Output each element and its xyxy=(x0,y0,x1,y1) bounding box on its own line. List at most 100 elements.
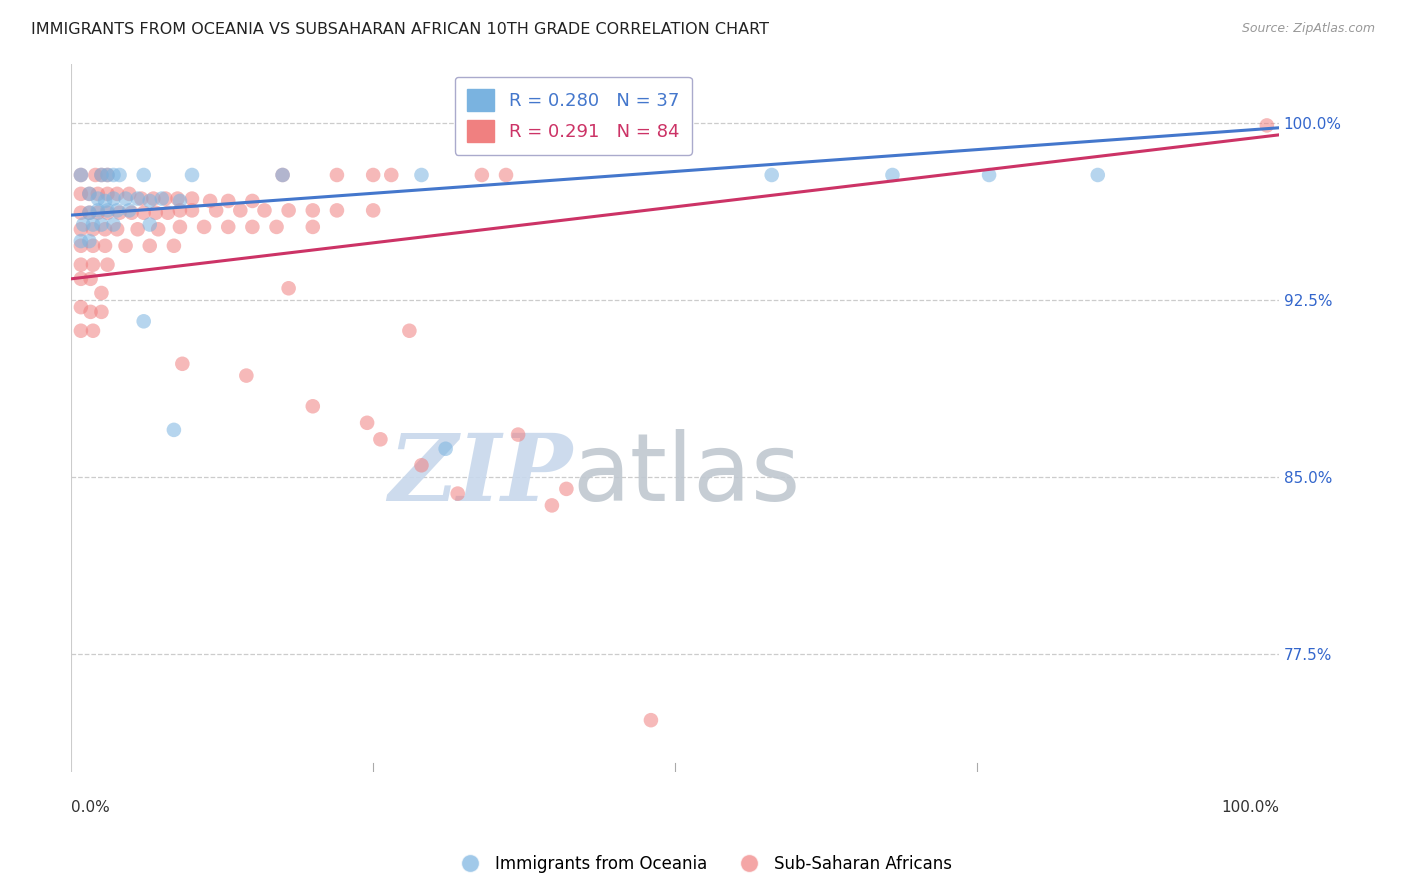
Point xyxy=(148,222,170,236)
Point xyxy=(114,192,136,206)
Point xyxy=(82,258,104,272)
Point xyxy=(150,192,173,206)
Point xyxy=(118,203,141,218)
Point xyxy=(82,218,104,232)
Point xyxy=(326,168,349,182)
Point xyxy=(266,219,288,234)
Point xyxy=(103,218,125,232)
Point xyxy=(411,168,433,182)
Point xyxy=(271,168,294,182)
Point xyxy=(326,203,349,218)
Point xyxy=(398,324,420,338)
Point xyxy=(193,219,215,234)
Point xyxy=(139,239,162,253)
Point xyxy=(72,218,94,232)
Point xyxy=(87,186,110,201)
Point xyxy=(156,206,179,220)
Point xyxy=(114,239,136,253)
Point xyxy=(79,272,101,286)
Point xyxy=(103,192,125,206)
Point xyxy=(145,206,167,220)
Point xyxy=(70,300,93,314)
Point xyxy=(169,203,191,218)
Point xyxy=(242,219,264,234)
Point xyxy=(127,192,149,206)
Point xyxy=(471,168,494,182)
Point xyxy=(82,222,104,236)
Text: Source: ZipAtlas.com: Source: ZipAtlas.com xyxy=(1241,22,1375,36)
Point xyxy=(96,186,118,201)
Point xyxy=(495,168,517,182)
Text: IMMIGRANTS FROM OCEANIA VS SUBSAHARAN AFRICAN 10TH GRADE CORRELATION CHART: IMMIGRANTS FROM OCEANIA VS SUBSAHARAN AF… xyxy=(31,22,769,37)
Point xyxy=(242,194,264,208)
Point xyxy=(361,203,384,218)
Point xyxy=(163,239,186,253)
Point xyxy=(139,218,162,232)
Point xyxy=(96,203,118,218)
Point xyxy=(87,206,110,220)
Point xyxy=(640,713,662,727)
Point xyxy=(277,281,299,295)
Point xyxy=(235,368,257,383)
Point xyxy=(105,186,128,201)
Point xyxy=(118,186,141,201)
Point xyxy=(87,192,110,206)
Point xyxy=(70,222,93,236)
Legend: R = 0.280   N = 37, R = 0.291   N = 84: R = 0.280 N = 37, R = 0.291 N = 84 xyxy=(454,77,692,155)
Point xyxy=(155,192,177,206)
Point xyxy=(90,168,112,182)
Point xyxy=(90,285,112,300)
Point xyxy=(217,194,239,208)
Point xyxy=(127,222,149,236)
Point xyxy=(84,168,107,182)
Point xyxy=(361,168,384,182)
Point xyxy=(96,206,118,220)
Point xyxy=(434,442,457,456)
Point xyxy=(205,203,228,218)
Point xyxy=(132,314,155,328)
Point xyxy=(70,234,93,248)
Point xyxy=(139,194,162,208)
Point xyxy=(79,305,101,319)
Point xyxy=(70,206,93,220)
Point xyxy=(96,258,118,272)
Point xyxy=(198,194,221,208)
Point xyxy=(166,192,188,206)
Point xyxy=(882,168,904,182)
Point xyxy=(163,423,186,437)
Point xyxy=(108,168,131,182)
Point xyxy=(70,324,93,338)
Point xyxy=(79,206,101,220)
Point xyxy=(87,203,110,218)
Text: 100.0%: 100.0% xyxy=(1220,800,1279,815)
Point xyxy=(1087,168,1109,182)
Text: ZIP: ZIP xyxy=(388,430,572,520)
Point xyxy=(447,486,470,500)
Point xyxy=(82,324,104,338)
Point xyxy=(181,203,204,218)
Point xyxy=(79,186,101,201)
Point xyxy=(79,186,101,201)
Point xyxy=(70,258,93,272)
Point xyxy=(129,192,152,206)
Point xyxy=(82,239,104,253)
Point xyxy=(142,192,165,206)
Point xyxy=(217,219,239,234)
Point xyxy=(301,219,323,234)
Point xyxy=(277,203,299,218)
Point xyxy=(380,168,402,182)
Point xyxy=(181,192,204,206)
Point xyxy=(105,222,128,236)
Point xyxy=(664,120,686,135)
Point xyxy=(541,499,564,513)
Point xyxy=(108,206,131,220)
Legend: Immigrants from Oceania, Sub-Saharan Africans: Immigrants from Oceania, Sub-Saharan Afr… xyxy=(447,848,959,880)
Point xyxy=(90,168,112,182)
Point xyxy=(301,203,323,218)
Point xyxy=(977,168,1000,182)
Point xyxy=(79,234,101,248)
Point xyxy=(105,203,128,218)
Point xyxy=(103,168,125,182)
Point xyxy=(356,416,378,430)
Point xyxy=(94,222,117,236)
